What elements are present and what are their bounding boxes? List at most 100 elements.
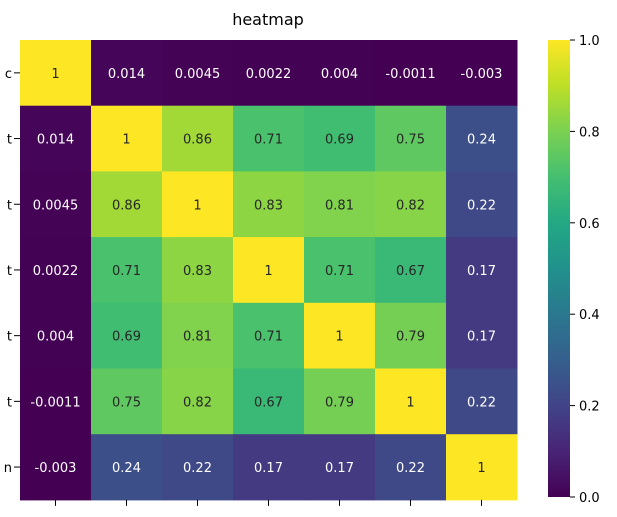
cell-value-label: 0.17 bbox=[467, 330, 496, 345]
heatmap-cells: 1 0.014 0.0045 0.0022 0.004 -0.0011 -0.003 0.01… bbox=[20, 40, 518, 501]
cell-value-label: 0.67 bbox=[254, 395, 283, 410]
cell-value-label: 0.82 bbox=[183, 395, 212, 410]
colorbar-ticks: 0.0 0.2 0.4 0.6 0.8 1.0 bbox=[570, 34, 600, 506]
cell-value-label: 0.24 bbox=[467, 133, 496, 148]
heatmap-cell bbox=[304, 40, 376, 107]
heatmap-cell bbox=[375, 434, 447, 501]
heatmap-cell bbox=[304, 434, 376, 501]
cell-value-label: 0.22 bbox=[396, 461, 425, 476]
cell-value-label: 0.71 bbox=[254, 133, 283, 148]
colorbar-tick-label: 1.0 bbox=[579, 34, 600, 49]
colorbar-tick-label: 0.0 bbox=[579, 491, 600, 506]
heatmap-cell bbox=[304, 368, 376, 435]
cell-value-label: 0.71 bbox=[325, 264, 354, 279]
heatmap-cell bbox=[446, 171, 518, 238]
row-tick-label: t bbox=[7, 395, 12, 410]
row-tick-label: n bbox=[4, 461, 12, 476]
heatmap-cell bbox=[375, 368, 447, 435]
heatmap-cell bbox=[162, 434, 234, 501]
heatmap-cell bbox=[20, 302, 92, 369]
heatmap-cell bbox=[20, 171, 92, 238]
heatmap-cell bbox=[304, 171, 376, 238]
cell-value-label: 0.69 bbox=[112, 330, 141, 345]
heatmap-cell bbox=[446, 105, 518, 172]
cell-value-label: 0.83 bbox=[183, 264, 212, 279]
heatmap-cell bbox=[162, 40, 234, 107]
row-tick-label: t bbox=[7, 264, 12, 279]
cell-value-label: 0.014 bbox=[108, 67, 145, 82]
heatmap-cell bbox=[304, 237, 376, 304]
heatmap-cell bbox=[233, 302, 305, 369]
heatmap-cell bbox=[20, 368, 92, 435]
cell-value-label: 1 bbox=[406, 395, 414, 410]
cell-value-label: 0.79 bbox=[396, 330, 425, 345]
row-tick-label: c bbox=[5, 67, 12, 82]
heatmap-cell bbox=[446, 434, 518, 501]
colorbar bbox=[548, 40, 570, 497]
heatmap-cell bbox=[446, 40, 518, 107]
cell-value-label: 0.75 bbox=[112, 395, 141, 410]
heatmap-cell bbox=[91, 105, 163, 172]
cell-value-label: 0.69 bbox=[325, 133, 354, 148]
cell-value-label: 0.86 bbox=[183, 133, 212, 148]
cell-value-label: -0.0011 bbox=[385, 67, 435, 82]
heatmap-cell bbox=[446, 368, 518, 435]
heatmap-cell bbox=[91, 171, 163, 238]
cell-value-label: 1 bbox=[193, 198, 201, 213]
cell-value-label: 0.0022 bbox=[33, 264, 79, 279]
heatmap-cell bbox=[446, 302, 518, 369]
cell-value-label: 0.75 bbox=[396, 133, 425, 148]
cell-value-label: 0.82 bbox=[396, 198, 425, 213]
cell-value-label: 0.83 bbox=[254, 198, 283, 213]
heatmap-cell bbox=[304, 302, 376, 369]
heatmap-cell bbox=[375, 302, 447, 369]
chart-title: heatmap bbox=[232, 10, 304, 29]
cell-value-label: 0.0045 bbox=[175, 67, 221, 82]
heatmap-cell bbox=[91, 434, 163, 501]
cell-value-label: 0.004 bbox=[37, 330, 74, 345]
colorbar-tick-label: 0.2 bbox=[579, 400, 600, 415]
heatmap-cell bbox=[91, 40, 163, 107]
cell-value-label: 0.17 bbox=[467, 264, 496, 279]
heatmap-cell bbox=[162, 237, 234, 304]
heatmap-cell bbox=[233, 368, 305, 435]
cell-value-label: -0.0011 bbox=[30, 395, 80, 410]
heatmap-cell bbox=[162, 171, 234, 238]
heatmap-cell bbox=[304, 105, 376, 172]
heatmap-cell bbox=[162, 105, 234, 172]
heatmap-cell bbox=[20, 434, 92, 501]
cell-value-label: 0.86 bbox=[112, 198, 141, 213]
heatmap-cell bbox=[233, 40, 305, 107]
heatmap-cell bbox=[91, 302, 163, 369]
cell-value-label: 0.71 bbox=[254, 330, 283, 345]
heatmap-cell bbox=[233, 434, 305, 501]
heatmap-cell bbox=[233, 237, 305, 304]
heatmap-cell bbox=[20, 237, 92, 304]
cell-value-label: 0.81 bbox=[325, 198, 354, 213]
cell-value-label: 0.0022 bbox=[246, 67, 292, 82]
heatmap-cell bbox=[375, 105, 447, 172]
cell-value-label: 0.71 bbox=[112, 264, 141, 279]
cell-value-label: 0.24 bbox=[112, 461, 141, 476]
cell-value-label: 0.17 bbox=[325, 461, 354, 476]
colorbar-tick-label: 0.4 bbox=[579, 308, 600, 323]
heatmap-cell bbox=[233, 171, 305, 238]
cell-value-label: -0.003 bbox=[35, 461, 77, 476]
cell-value-label: 0.22 bbox=[467, 198, 496, 213]
heatmap-cell bbox=[20, 105, 92, 172]
cell-value-label: 0.22 bbox=[183, 461, 212, 476]
cell-value-label: 0.81 bbox=[183, 330, 212, 345]
colorbar-tick-label: 0.6 bbox=[579, 217, 600, 232]
cell-value-label: 1 bbox=[51, 67, 59, 82]
row-ticks: c t t t t t n bbox=[4, 67, 20, 476]
cell-value-label: 0.22 bbox=[467, 395, 496, 410]
heatmap-cell bbox=[91, 368, 163, 435]
cell-value-label: 1 bbox=[264, 264, 272, 279]
heatmap-cell bbox=[375, 40, 447, 107]
heatmap-cell bbox=[375, 171, 447, 238]
heatmap-cell bbox=[446, 237, 518, 304]
heatmap-cell bbox=[375, 237, 447, 304]
cell-value-label: 1 bbox=[122, 133, 130, 148]
cell-value-label: 0.17 bbox=[254, 461, 283, 476]
